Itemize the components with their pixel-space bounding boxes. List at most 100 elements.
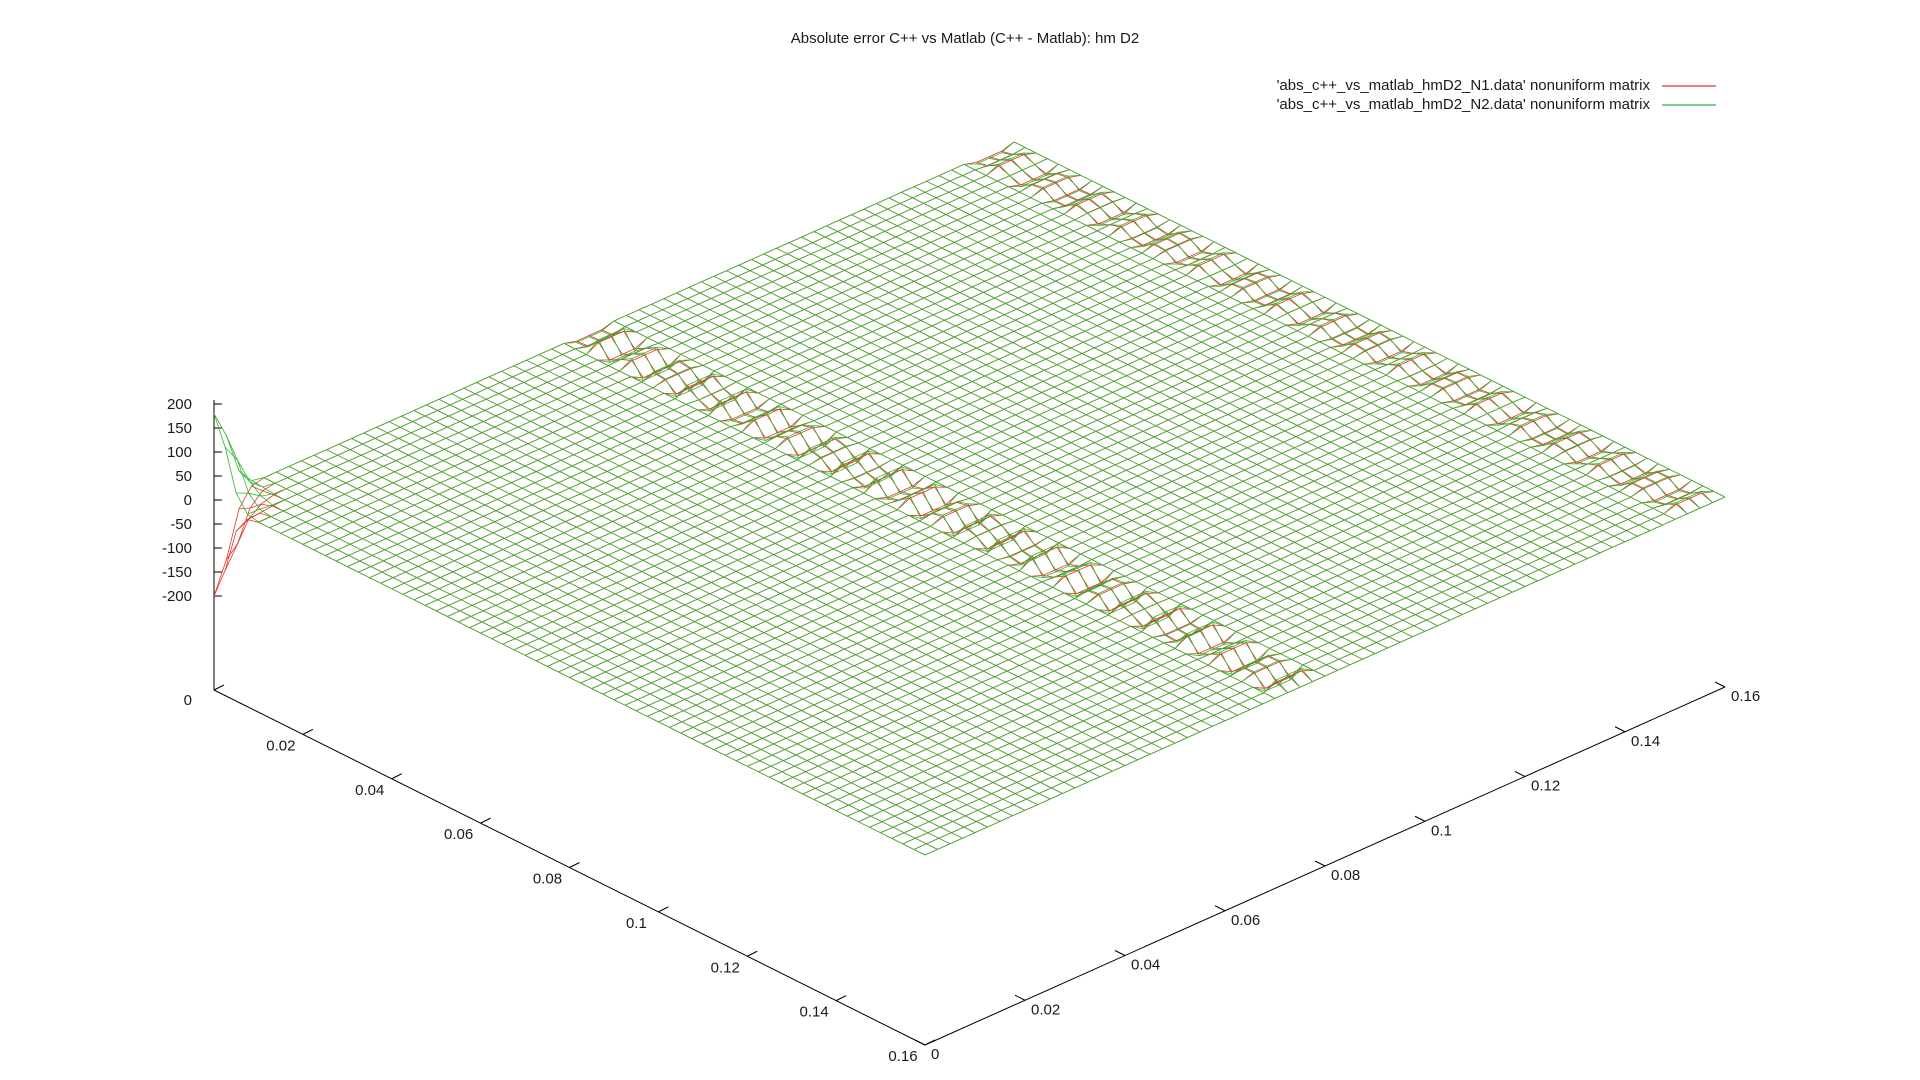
mesh-line-y xyxy=(838,219,1551,576)
mesh-line-y xyxy=(626,315,1338,671)
surface-layer xyxy=(213,141,1726,856)
mesh-line-y xyxy=(476,382,1188,738)
surface-series-2 xyxy=(213,141,1726,856)
mesh-line-y xyxy=(263,477,976,833)
mesh-line-y xyxy=(763,253,1476,610)
mesh-line-y xyxy=(551,348,1263,705)
y-tick xyxy=(1514,771,1526,777)
mesh-line-y xyxy=(826,225,1538,582)
x-tick-label: 0.12 xyxy=(711,959,740,976)
mesh-line-y xyxy=(376,426,1088,783)
y-tick-label: 0.12 xyxy=(1531,778,1560,795)
mesh-line-y xyxy=(313,454,1026,811)
mesh-line-y xyxy=(713,275,1426,632)
mesh-line-y xyxy=(851,214,1563,571)
mesh-line-y xyxy=(576,339,1288,694)
y-tick-label: 0.08 xyxy=(1331,867,1360,884)
z-tick-label: -100 xyxy=(162,540,192,557)
mesh-line-y xyxy=(976,163,1688,515)
mesh-line-y xyxy=(276,471,988,828)
mesh-line-x xyxy=(236,152,1037,497)
mesh-line-y xyxy=(501,370,1213,727)
mesh-line-y xyxy=(926,180,1638,537)
y-tick xyxy=(1014,994,1026,1001)
y-tick xyxy=(1414,815,1426,822)
mesh-line-y xyxy=(413,410,1126,766)
y-tick xyxy=(914,1039,926,1046)
z-tick-label: 50 xyxy=(175,468,192,485)
z-tick-label: 0 xyxy=(184,492,192,509)
mesh-line-y xyxy=(801,236,1513,593)
mesh-line-y xyxy=(288,466,1001,822)
mesh-line-y xyxy=(888,197,1601,554)
z-tick-label: 100 xyxy=(167,444,192,461)
mesh-line-y xyxy=(651,303,1363,660)
mesh-line-y xyxy=(788,242,1501,599)
mesh-line-y xyxy=(988,157,1701,509)
mesh-line-y xyxy=(913,186,1626,543)
chart-title: Absolute error C++ vs Matlab (C++ - Matl… xyxy=(791,30,1139,47)
labels-layer: 0.02 0.04 0.06 0.08 0.1 0.12 0.14 0.16 0 0.02 0.04… xyxy=(162,396,1760,1065)
y-tick xyxy=(1314,860,1326,867)
mesh-line-y xyxy=(513,365,1226,722)
mesh-line-y xyxy=(526,359,1238,716)
mesh-line-y xyxy=(213,519,926,856)
mesh-line-y xyxy=(401,415,1113,772)
mesh-line-x xyxy=(213,141,1015,597)
mesh-line-y xyxy=(813,231,1526,587)
x-tick-label: 0.04 xyxy=(355,782,384,799)
mesh-line-y xyxy=(226,512,938,850)
z-tick-label: 150 xyxy=(167,420,192,437)
mesh-line-y xyxy=(613,320,1326,677)
mesh-line-y xyxy=(563,343,1276,699)
mesh-line-y xyxy=(363,432,1076,789)
mesh-line-y xyxy=(338,443,1051,800)
axes-layer xyxy=(213,400,1726,1046)
mesh-line-y xyxy=(488,376,1201,733)
mesh-line-y xyxy=(863,208,1576,565)
mesh-line-y xyxy=(1013,141,1726,498)
y-tick-label: 0.06 xyxy=(1231,912,1260,929)
mesh-line-y xyxy=(876,203,1588,559)
x-tick xyxy=(213,684,225,691)
mesh-line-y xyxy=(538,354,1251,710)
z-tick-label: -50 xyxy=(170,516,192,533)
y-tick-label: 0 xyxy=(931,1046,939,1063)
mesh-line-y xyxy=(588,333,1301,688)
x-tick xyxy=(302,728,314,735)
y-tick-label: 0.14 xyxy=(1631,733,1660,750)
mesh-line-y xyxy=(938,175,1651,531)
mesh-line-x xyxy=(247,158,1048,515)
mesh-line-y xyxy=(1001,152,1713,503)
x-tick xyxy=(569,862,580,868)
mesh-line-y xyxy=(601,327,1313,682)
y-tick xyxy=(1214,905,1226,912)
x-tick-label: 0.06 xyxy=(444,826,473,843)
mesh-line-y xyxy=(301,460,1013,817)
mesh-line-y xyxy=(726,270,1438,627)
mesh-line-y xyxy=(676,292,1388,649)
mesh-line-y xyxy=(776,247,1488,604)
x-tick-label: 0.16 xyxy=(888,1048,917,1065)
y-tick-label: 0.04 xyxy=(1131,957,1160,974)
mesh-line-y xyxy=(426,404,1138,761)
mesh-line-y xyxy=(951,169,1663,526)
x-tick-label: 0.1 xyxy=(626,915,647,932)
mesh-line-y xyxy=(638,309,1351,666)
x-tick xyxy=(924,1039,936,1046)
y-tick-label: 0.02 xyxy=(1031,1001,1060,1018)
z-tick-label: -200 xyxy=(162,588,192,605)
x-tick-label: 0.02 xyxy=(266,737,295,754)
z-tick-label: -150 xyxy=(162,564,192,581)
mesh-line-y xyxy=(351,438,1063,794)
z-base-label: 0 xyxy=(184,692,192,709)
legend-entry-n2: 'abs_c++_vs_matlab_hmD2_N2.data' nonunif… xyxy=(1277,96,1651,113)
mesh-line-y xyxy=(438,398,1151,755)
mesh-line-y xyxy=(213,413,926,856)
y-tick xyxy=(1714,681,1726,688)
mesh-line-y xyxy=(251,480,963,839)
mesh-line-y xyxy=(326,449,1038,806)
mesh-line-y xyxy=(451,393,1163,750)
x-tick-label: 0.08 xyxy=(533,871,562,888)
